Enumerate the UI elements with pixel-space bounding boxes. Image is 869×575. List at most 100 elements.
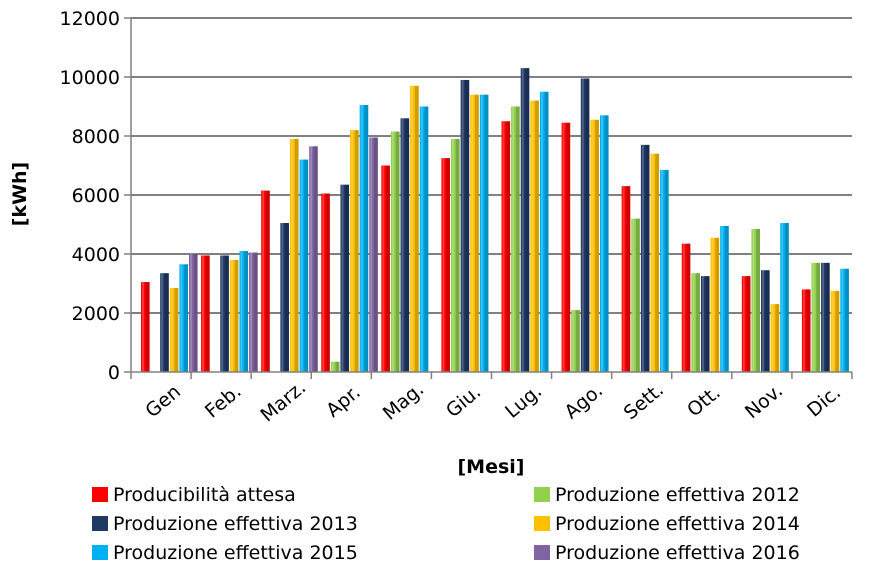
bar-highlight bbox=[802, 289, 805, 372]
bar-shade bbox=[395, 131, 400, 372]
bar bbox=[580, 78, 590, 372]
legend-label: Produzione effettiva 2015 bbox=[113, 542, 358, 564]
bar-shade bbox=[515, 106, 520, 372]
bar-highlight bbox=[370, 137, 373, 372]
bar-shade bbox=[455, 138, 460, 372]
bar bbox=[261, 190, 270, 372]
legend-label: Produzione effettiva 2012 bbox=[555, 484, 800, 506]
y-tick-label: 8000 bbox=[72, 126, 120, 148]
bar-shade bbox=[184, 264, 188, 372]
bar bbox=[621, 186, 631, 372]
bar-shade bbox=[715, 237, 720, 372]
bar-shade bbox=[285, 223, 289, 372]
bar-shade bbox=[325, 193, 330, 372]
legend-item: Producibilità attesa bbox=[92, 484, 296, 506]
bar bbox=[239, 251, 249, 372]
bar-highlight bbox=[581, 78, 584, 372]
bar-highlight bbox=[822, 262, 825, 372]
bar-highlight bbox=[452, 138, 454, 372]
bar bbox=[660, 169, 669, 372]
legend-item: Produzione effettiva 2012 bbox=[534, 484, 800, 506]
bar bbox=[451, 138, 460, 372]
bar-highlight bbox=[701, 276, 704, 372]
bar-shade bbox=[746, 276, 751, 372]
bar-highlight bbox=[480, 94, 483, 372]
bar bbox=[761, 270, 770, 372]
bar-highlight bbox=[831, 290, 834, 372]
bar-shade bbox=[405, 118, 410, 372]
bar-highlight bbox=[170, 287, 173, 372]
legend: Producibilità attesa Produzione effettiva… bbox=[92, 484, 800, 564]
bar-shade bbox=[724, 225, 729, 372]
bar-shade bbox=[784, 223, 789, 372]
bar-highlight bbox=[762, 270, 764, 372]
y-tick-label: 10000 bbox=[60, 67, 120, 89]
legend-label: Produzione effettiva 2013 bbox=[113, 513, 358, 535]
y-axis-ticks: 0 2000 4000 6000 8000 10000 12000 bbox=[60, 8, 131, 384]
bar-highlight bbox=[442, 158, 445, 372]
bar-highlight bbox=[250, 252, 253, 372]
bar-highlight bbox=[290, 138, 293, 372]
bar bbox=[390, 131, 400, 372]
bar-highlight bbox=[300, 159, 303, 372]
bar-highlight bbox=[420, 106, 423, 372]
x-tick-label: Ago. bbox=[560, 379, 607, 423]
bar bbox=[201, 255, 210, 372]
bar bbox=[720, 225, 729, 372]
bar-highlight bbox=[781, 223, 784, 372]
bar-highlight bbox=[692, 273, 695, 372]
bar-highlight bbox=[281, 223, 284, 372]
bar-highlight bbox=[341, 184, 344, 372]
bar bbox=[511, 106, 520, 372]
bar-shade bbox=[205, 255, 210, 372]
bar bbox=[710, 237, 720, 372]
bar bbox=[299, 159, 309, 372]
bar-shade bbox=[225, 255, 229, 372]
x-tick-label: Feb. bbox=[201, 380, 246, 422]
bar bbox=[821, 262, 830, 372]
bar-highlight bbox=[360, 105, 363, 373]
bar-highlight bbox=[711, 237, 714, 372]
bar-highlight bbox=[401, 118, 404, 372]
bar bbox=[830, 290, 840, 372]
bar bbox=[249, 252, 258, 372]
legend-item: Produzione effettiva 2016 bbox=[534, 542, 800, 564]
bar-shade bbox=[525, 68, 530, 373]
legend-swatch bbox=[534, 516, 550, 531]
bar-shade bbox=[544, 91, 549, 372]
bar-shade bbox=[575, 310, 580, 372]
bar bbox=[359, 105, 369, 373]
x-tick-label: Nov. bbox=[741, 380, 787, 424]
legend-label: Produzione effettiva 2016 bbox=[555, 542, 800, 564]
bar-shade bbox=[244, 251, 249, 372]
bar-shade bbox=[635, 218, 640, 372]
bar-shade bbox=[756, 228, 761, 372]
bar-highlight bbox=[142, 282, 144, 372]
bar bbox=[381, 165, 390, 372]
bar-highlight bbox=[682, 243, 685, 372]
bar-shade bbox=[304, 159, 309, 372]
bar-shade bbox=[775, 304, 780, 372]
bar-shade bbox=[655, 153, 660, 372]
bar-shade bbox=[373, 137, 378, 372]
bar-highlight bbox=[502, 121, 505, 372]
legend-item: Produzione effettiva 2013 bbox=[92, 513, 358, 535]
bar-highlight bbox=[310, 146, 313, 372]
x-tick-label: Gen bbox=[141, 381, 185, 423]
x-tick-label: Apr. bbox=[322, 381, 365, 422]
bar-shade bbox=[806, 289, 811, 372]
bar bbox=[520, 68, 530, 373]
bar bbox=[189, 254, 198, 372]
bar-shade bbox=[626, 186, 631, 372]
bar-shade bbox=[645, 144, 650, 372]
bar bbox=[561, 122, 571, 372]
bar bbox=[289, 138, 299, 372]
bar bbox=[160, 273, 169, 372]
bar-shade bbox=[446, 158, 451, 372]
bar bbox=[470, 94, 479, 372]
bar-highlight bbox=[601, 115, 603, 372]
legend-swatch bbox=[534, 545, 550, 560]
bar-shade bbox=[765, 270, 770, 372]
bar bbox=[479, 94, 489, 372]
bar-highlight bbox=[190, 254, 192, 372]
